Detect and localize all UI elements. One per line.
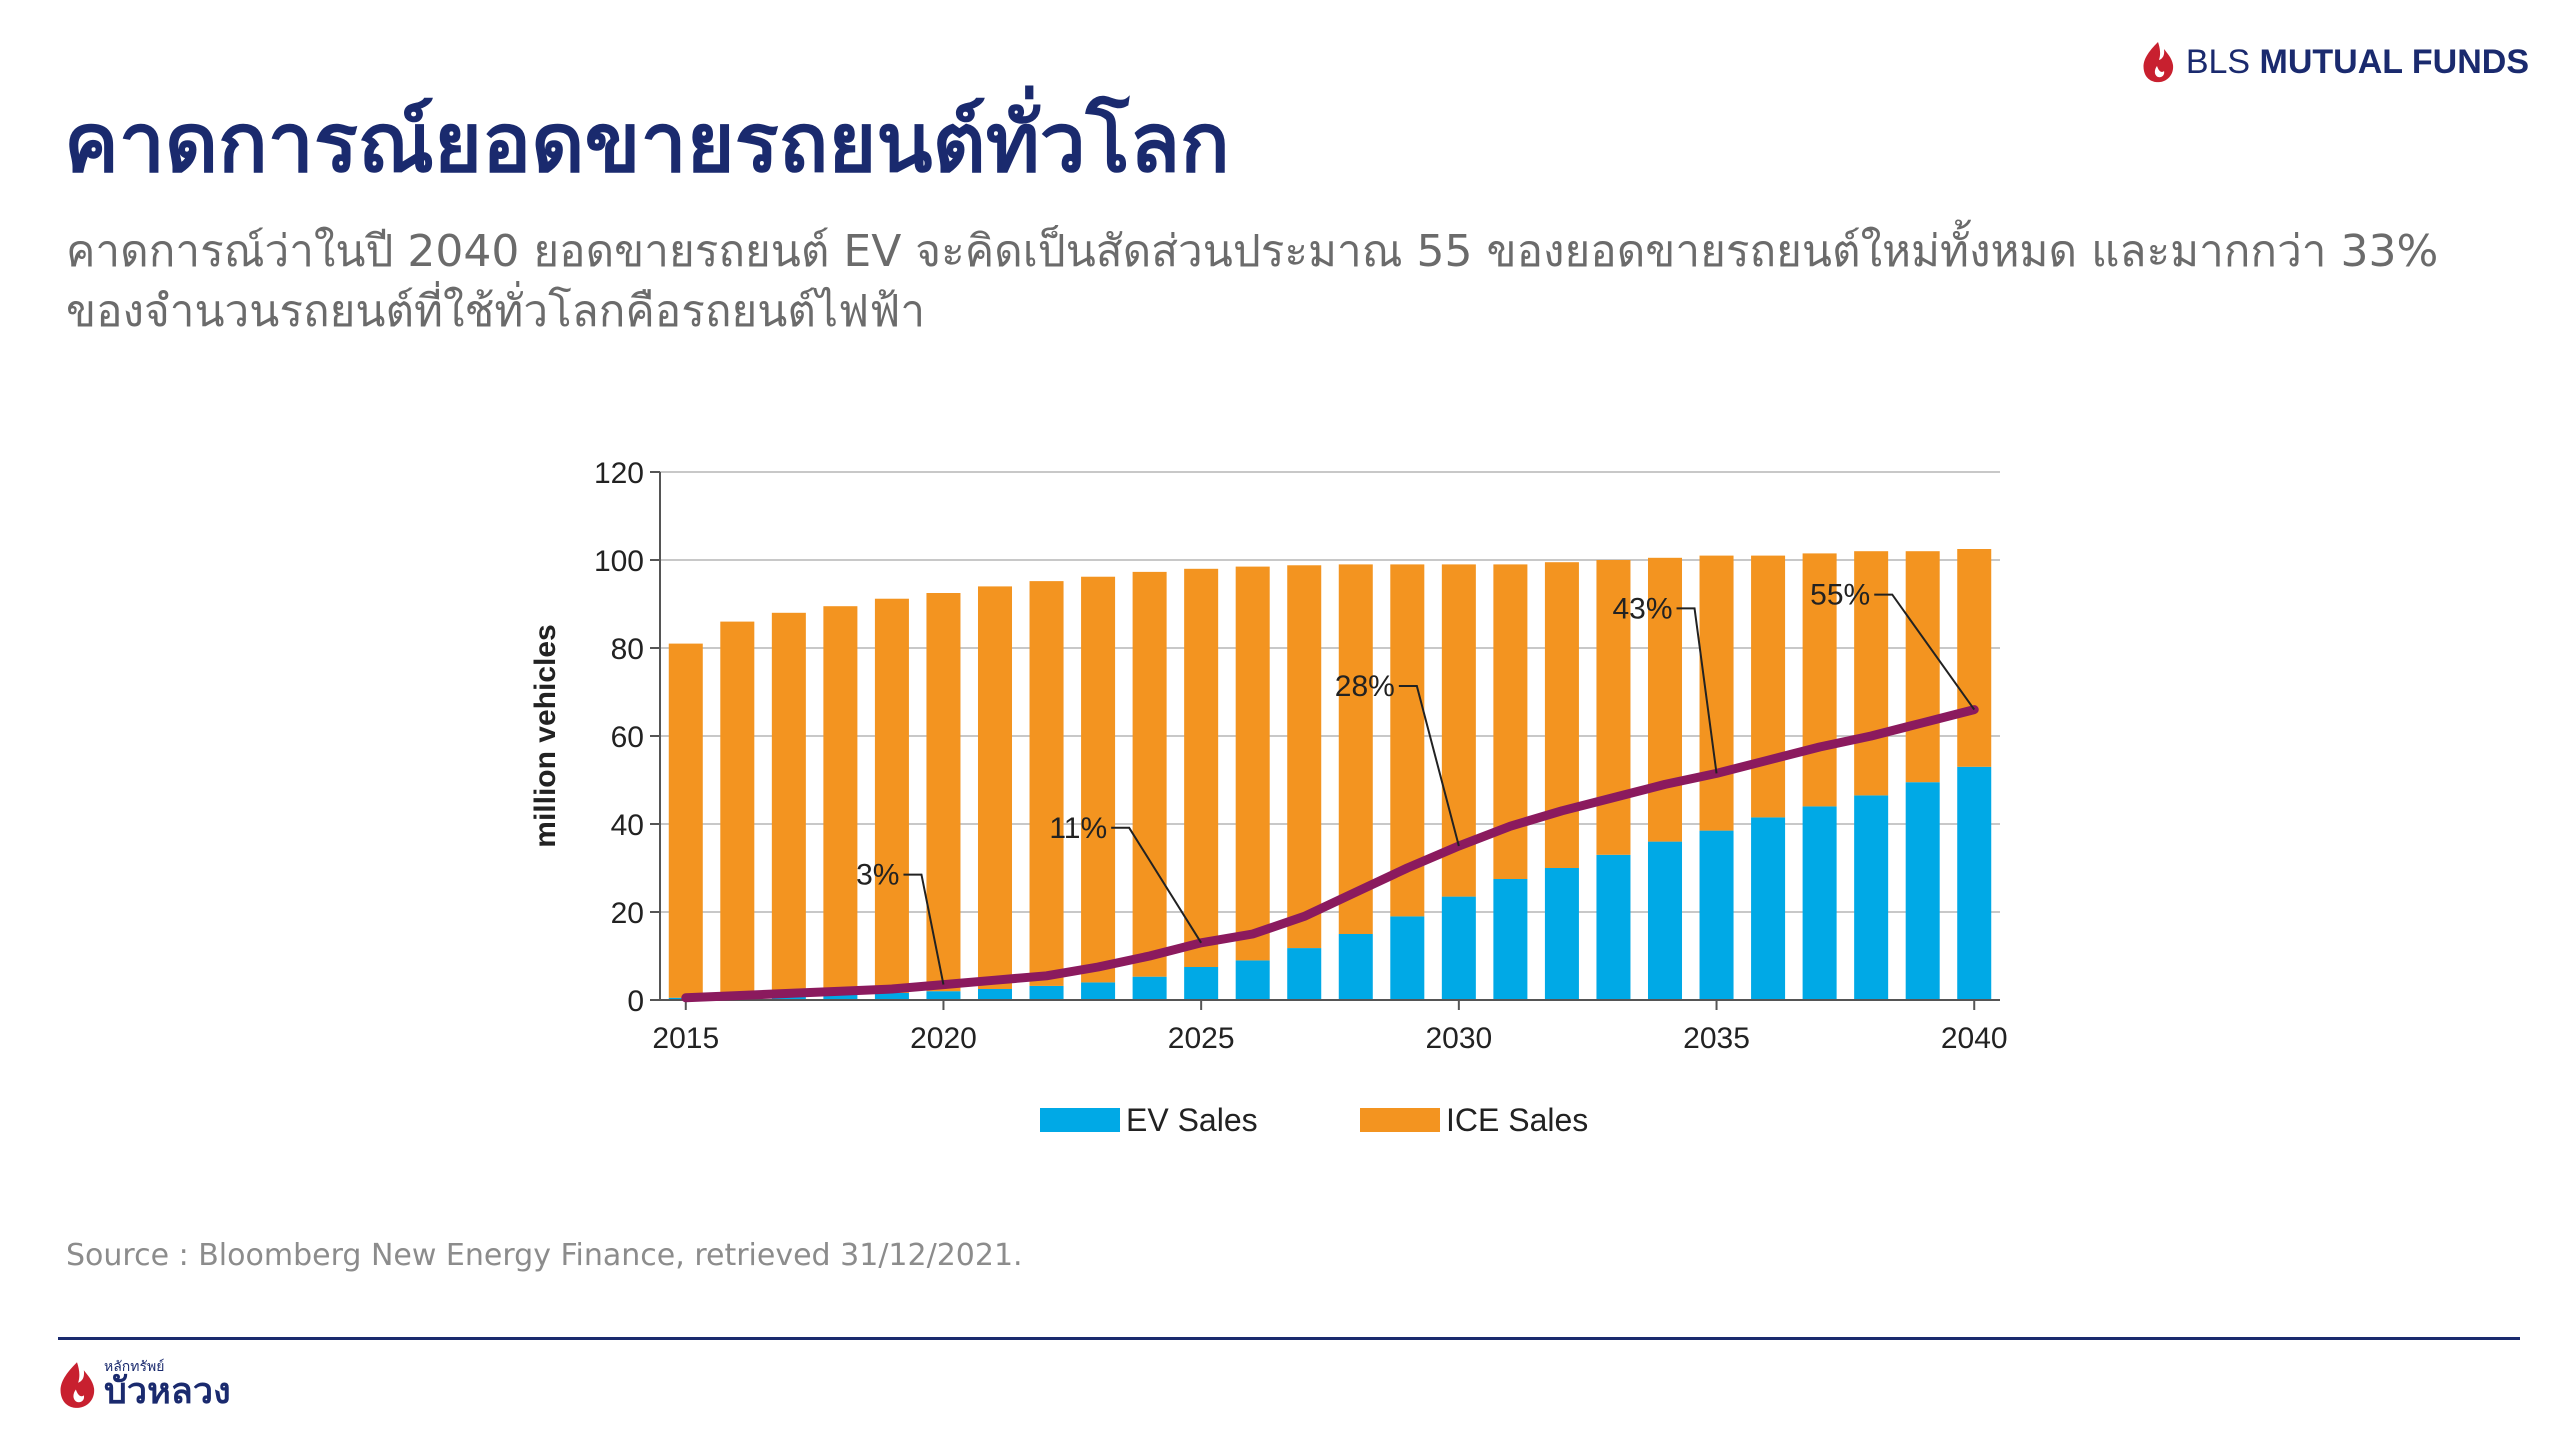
ice-bar — [1338, 564, 1373, 934]
ice-bar — [1390, 564, 1425, 917]
footer-logo: หลักทรัพย์ บัวหลวง — [56, 1360, 231, 1410]
y-tick-label: 100 — [594, 545, 644, 578]
ice-bar — [1235, 566, 1270, 961]
source-note: Source : Bloomberg New Energy Finance, r… — [66, 1238, 1023, 1273]
annotation-label: 28% — [1335, 670, 1395, 703]
legend: EV Sales ICE Sales — [1040, 1102, 1588, 1138]
ice-bar — [977, 586, 1013, 989]
bars — [668, 549, 1992, 1000]
ice-bar — [1184, 568, 1219, 967]
y-tick-label: 80 — [611, 633, 644, 666]
x-tick-label: 2020 — [910, 1022, 977, 1055]
x-tick-label: 2035 — [1683, 1022, 1750, 1055]
x-tick-label: 2030 — [1425, 1022, 1492, 1055]
ev-bar — [1699, 830, 1734, 1000]
ev-bar — [1802, 806, 1837, 1000]
ev-bar — [1287, 948, 1322, 1000]
ev-bar — [1544, 868, 1579, 1000]
x-tick-label: 2025 — [1168, 1022, 1235, 1055]
ice-bar — [1905, 551, 1940, 783]
ice-bar — [771, 612, 806, 996]
annotation-label: 3% — [856, 859, 899, 892]
ev-bar — [1390, 916, 1425, 1000]
legend-label: EV Sales — [1126, 1102, 1258, 1138]
ev-bar — [1647, 841, 1683, 1000]
ice-bar — [1287, 565, 1322, 949]
ice-bar — [926, 593, 961, 992]
ev-bar — [1029, 985, 1064, 1000]
ev-bar — [1081, 982, 1116, 1000]
brand-prefix: BLS — [2185, 42, 2251, 81]
y-tick-label: 20 — [611, 897, 644, 930]
ev-bar — [1235, 960, 1270, 1000]
annotations: 3% 11% 28% 43% 55% — [856, 579, 1976, 985]
ice-bar — [668, 643, 703, 998]
footer-divider — [58, 1337, 2520, 1340]
brand-bold: MUTUAL FUNDS — [2259, 42, 2529, 81]
ev-bar — [1132, 976, 1167, 1000]
y-tick-label: 60 — [611, 721, 644, 754]
annotation-leader — [1111, 826, 1203, 944]
brand-logo: BLS MUTUAL FUNDS — [2140, 40, 2529, 84]
footer-flame-icon — [60, 1362, 95, 1408]
footer-small-text: หลักทรัพย์ — [104, 1359, 165, 1375]
brand-name: BLS MUTUAL FUNDS — [2186, 43, 2529, 82]
y-tick-label: 0 — [627, 985, 644, 1018]
ice-bar — [1544, 562, 1579, 868]
y-tick-label: 40 — [611, 809, 644, 842]
annotation-leader — [1676, 607, 1718, 774]
legend-swatch — [1040, 1108, 1120, 1132]
ev-bar — [977, 989, 1013, 1000]
ice-bar — [1029, 581, 1064, 986]
ice-bar — [1957, 549, 1992, 767]
legend-label: ICE Sales — [1446, 1102, 1588, 1138]
ice-bar — [1854, 551, 1889, 796]
ev-bar — [1184, 967, 1219, 1000]
ev-bar — [1493, 879, 1528, 1000]
ev-bar — [823, 994, 858, 1000]
y-axis-label: million vehicles — [529, 624, 562, 847]
ev-bar — [1905, 782, 1940, 1000]
ev-bar — [926, 991, 961, 1000]
x-tick-label: 2040 — [1941, 1022, 2008, 1055]
ev-bar — [1596, 854, 1631, 1000]
ice-bar — [1802, 553, 1837, 807]
ice-bar — [874, 598, 909, 993]
ev-bar — [1751, 817, 1786, 1000]
ice-bar — [1699, 555, 1734, 831]
ev-bar — [1338, 934, 1373, 1000]
flame-logo-icon — [2143, 42, 2173, 83]
page-title: คาดการณ์ยอดขายรถยนต์ทั่วโลก — [64, 96, 1230, 191]
ice-bar — [1751, 555, 1786, 818]
ev-bar — [1957, 766, 1992, 1000]
ev-bar — [874, 992, 909, 1000]
ice-bar — [1081, 576, 1116, 983]
annotation-leader — [1874, 593, 1976, 711]
ev-bar — [1854, 795, 1889, 1000]
y-tick-label: 120 — [594, 457, 644, 490]
ice-bar — [1647, 557, 1683, 842]
ice-bar — [1596, 560, 1631, 855]
ice-bar — [720, 621, 755, 997]
annotation-label: 55% — [1810, 579, 1870, 612]
ice-bar — [1132, 571, 1167, 977]
ice-bar — [823, 606, 858, 995]
annotation-leader — [903, 873, 945, 985]
legend-swatch — [1360, 1108, 1440, 1132]
annotation-leader — [1398, 685, 1460, 847]
ev-share-trend-line — [681, 705, 1979, 1003]
x-tick-label: 2015 — [652, 1022, 719, 1055]
ev-bar — [1441, 896, 1476, 1000]
gridlines — [660, 471, 2000, 913]
subtitle: คาดการณ์ว่าในปี 2040 ยอดขายรถยนต์ EV จะค… — [66, 226, 2439, 337]
annotation-label: 43% — [1612, 592, 1672, 625]
annotation-label: 11% — [1049, 812, 1107, 845]
trend-line-layer — [681, 705, 1979, 1003]
footer-big-text: บัวหลวง — [104, 1371, 231, 1412]
